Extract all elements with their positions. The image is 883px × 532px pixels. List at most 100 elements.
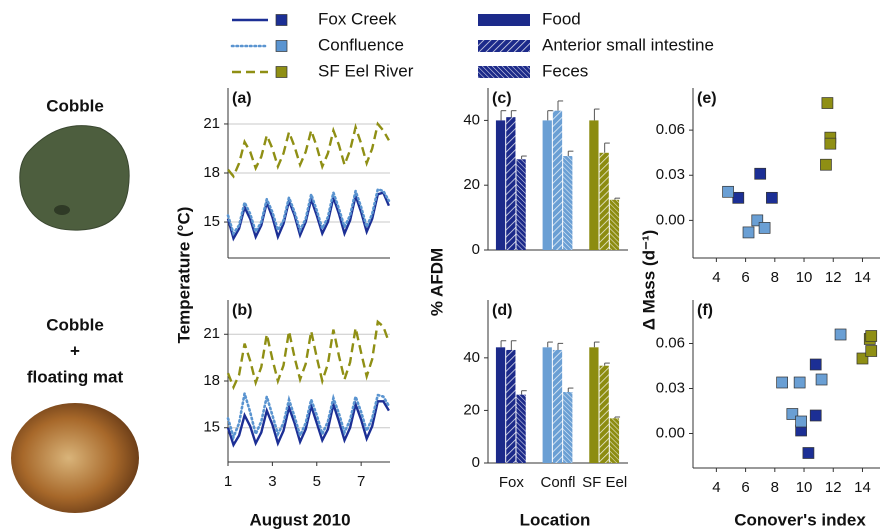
- bar: [506, 117, 515, 250]
- bar: [589, 347, 598, 463]
- point: [822, 98, 833, 109]
- x-tick-label: Confl: [540, 474, 575, 491]
- y-tick-label: 0.06: [656, 121, 685, 138]
- y-tick-label: 15: [203, 213, 220, 230]
- y-tick-label: 18: [203, 372, 220, 389]
- point: [796, 416, 807, 427]
- x-tick-label: 6: [741, 479, 749, 496]
- y-tick-label: 0: [472, 241, 480, 258]
- bar: [563, 156, 572, 250]
- legend-label: Confluence: [318, 35, 404, 54]
- x-tick-label: 4: [712, 479, 720, 496]
- point: [810, 359, 821, 370]
- x-tick-label: 14: [854, 479, 871, 496]
- bar: [610, 418, 619, 463]
- x-tick-label: 4: [712, 269, 720, 286]
- legend-marker: [276, 15, 287, 26]
- x-tick-label: 8: [771, 269, 779, 286]
- y-tick-label: 20: [463, 401, 480, 418]
- legend-marker: [276, 41, 287, 52]
- point: [777, 377, 788, 388]
- bar: [496, 347, 505, 463]
- panel-label: (d): [492, 302, 512, 319]
- photo-label: Cobble: [46, 96, 104, 115]
- point: [755, 168, 766, 179]
- point: [766, 192, 777, 203]
- x-tick-label: 12: [825, 479, 842, 496]
- legend-label: SF Eel River: [318, 61, 414, 80]
- y-tick-label: 15: [203, 419, 220, 436]
- y-tick-label: 0.03: [656, 379, 685, 396]
- x-tick-label: 10: [796, 269, 813, 286]
- point: [803, 448, 814, 459]
- cobble-photo: [20, 126, 129, 230]
- y-tick-label: 0: [472, 454, 480, 471]
- point: [743, 227, 754, 238]
- y-axis-title: Δ Mass (d⁻¹): [639, 230, 658, 331]
- bar: [516, 159, 525, 250]
- x-tick-label: SF Eel: [582, 474, 627, 491]
- legend-swatch: [478, 14, 530, 26]
- point: [733, 192, 744, 203]
- bar: [589, 120, 598, 250]
- panel-label: (e): [697, 90, 717, 107]
- y-tick-label: 21: [203, 325, 220, 342]
- panel-label: (a): [232, 90, 252, 107]
- point: [820, 159, 831, 170]
- x-axis-title: Conover's index: [734, 510, 866, 529]
- legend-swatch: [478, 40, 530, 52]
- bar: [600, 153, 609, 250]
- legend-swatch: [478, 66, 530, 78]
- point: [866, 346, 877, 357]
- point: [835, 329, 846, 340]
- y-tick-label: 40: [463, 111, 480, 128]
- bar: [610, 200, 619, 250]
- y-tick-label: 40: [463, 349, 480, 366]
- bar: [543, 347, 552, 463]
- point: [723, 186, 734, 197]
- panel-label: (b): [232, 302, 252, 319]
- x-tick-label: 14: [854, 269, 871, 286]
- figure: Cobble Cobble + floating mat Temperature…: [0, 0, 883, 532]
- point: [759, 222, 770, 233]
- bar: [553, 111, 562, 250]
- legend-label: Anterior small intestine: [542, 35, 714, 54]
- point: [810, 410, 821, 421]
- photo-label: Cobble: [46, 315, 104, 334]
- y-tick-label: 0.00: [656, 211, 685, 228]
- bar: [496, 120, 505, 250]
- photo-label: floating mat: [27, 367, 124, 386]
- photo-label: +: [70, 341, 80, 360]
- y-tick-label: 0.03: [656, 166, 685, 183]
- x-tick-label: 10: [796, 479, 813, 496]
- point: [825, 138, 836, 149]
- y-tick-label: 0.06: [656, 334, 685, 351]
- bar: [543, 120, 552, 250]
- bar: [506, 350, 515, 463]
- mat-photo: [11, 403, 139, 513]
- y-tick-label: 20: [463, 176, 480, 193]
- y-tick-label: 18: [203, 164, 220, 181]
- x-tick-label: 1: [224, 473, 232, 490]
- x-tick-label: 8: [771, 479, 779, 496]
- point: [794, 377, 805, 388]
- x-axis-title: August 2010: [249, 510, 350, 529]
- point: [866, 331, 877, 342]
- temperature-line: [228, 322, 389, 387]
- legend-label: Feces: [542, 61, 588, 80]
- x-tick-label: 5: [313, 473, 321, 490]
- x-tick-label: 6: [741, 269, 749, 286]
- x-tick-label: 7: [357, 473, 365, 490]
- cobble-photo-detail: [54, 205, 70, 215]
- bar: [563, 392, 572, 463]
- bar: [600, 366, 609, 463]
- y-axis-title: Temperature (°C): [174, 207, 193, 344]
- x-axis-title: Location: [520, 510, 591, 529]
- y-tick-label: 0.00: [656, 424, 685, 441]
- x-tick-label: 12: [825, 269, 842, 286]
- legend-label: Food: [542, 9, 581, 28]
- y-tick-label: 21: [203, 115, 220, 132]
- panel-label: (c): [492, 90, 512, 107]
- legend-label: Fox Creek: [318, 9, 397, 28]
- panel-label: (f): [697, 302, 713, 319]
